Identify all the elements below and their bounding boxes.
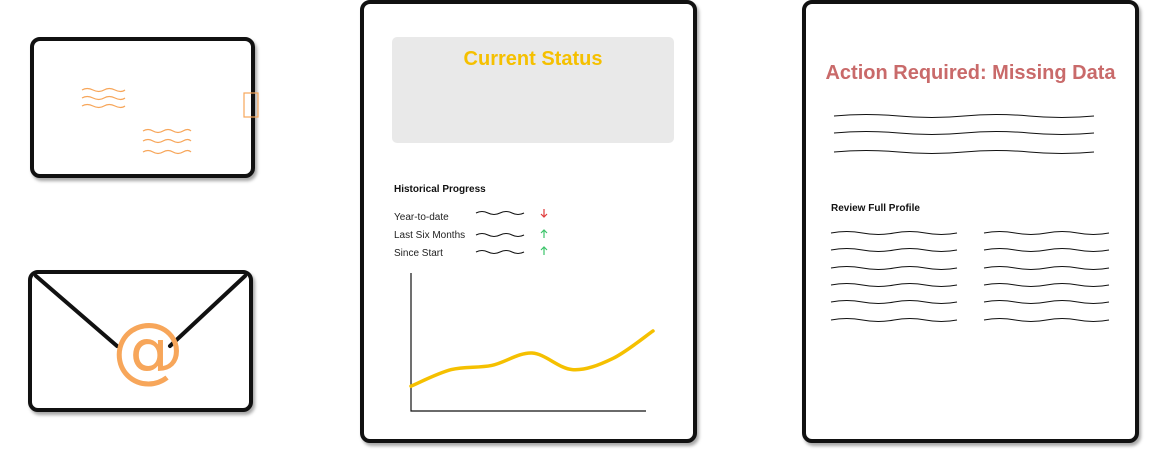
row-label-since-start: Since Start	[394, 248, 443, 259]
profile-text-line	[830, 283, 958, 287]
status-card: Current Status Historical Progress Year-…	[360, 0, 697, 443]
status-box: Current Status	[392, 37, 674, 143]
profile-text-line	[983, 300, 1110, 304]
chart-series-line	[409, 329, 655, 388]
action-required-card: Action Required: Missing Data Review Ful…	[802, 0, 1139, 443]
history-rows-graphics	[409, 209, 655, 412]
historical-progress-title: Historical Progress	[394, 184, 486, 195]
postcard-scribble-lines	[81, 87, 192, 155]
profile-text-line	[983, 248, 1110, 252]
squiggle-since-start	[475, 250, 525, 254]
placeholder-text-lines	[830, 114, 1110, 322]
profile-text-line	[983, 283, 1110, 287]
profile-text-line	[830, 318, 958, 322]
squiggle-ytd	[475, 211, 525, 215]
profile-text-line	[830, 248, 958, 252]
profile-text-line	[830, 300, 958, 304]
profile-text-line	[983, 266, 1110, 270]
arrow-up-icon	[540, 246, 548, 255]
email-card: @	[28, 270, 253, 412]
arrow-down-icon	[540, 209, 548, 218]
row-label-ytd: Year-to-date	[394, 212, 449, 223]
line-chart	[409, 273, 655, 412]
profile-text-line	[830, 231, 958, 235]
text-line	[833, 131, 1095, 135]
arrow-up-icon	[540, 229, 548, 238]
squiggle-six-months	[475, 233, 525, 237]
profile-text-line	[983, 231, 1110, 235]
row-label-six-months: Last Six Months	[394, 230, 466, 241]
text-line	[833, 150, 1095, 154]
profile-text-line	[830, 266, 958, 270]
status-title: Current Status	[463, 48, 603, 70]
at-sign-icon: @	[112, 307, 184, 391]
postcard-icon	[81, 87, 259, 155]
email-envelope-icon: @	[34, 274, 247, 391]
postcard-card	[30, 37, 259, 178]
action-required-title: Action Required: Missing Data	[825, 62, 1116, 84]
chart-axes	[410, 273, 646, 412]
review-full-profile-title: Review Full Profile	[831, 203, 920, 214]
stamp-icon	[243, 92, 259, 118]
profile-text-line	[983, 318, 1110, 322]
text-line	[833, 114, 1095, 118]
envelope-flap	[34, 274, 247, 348]
